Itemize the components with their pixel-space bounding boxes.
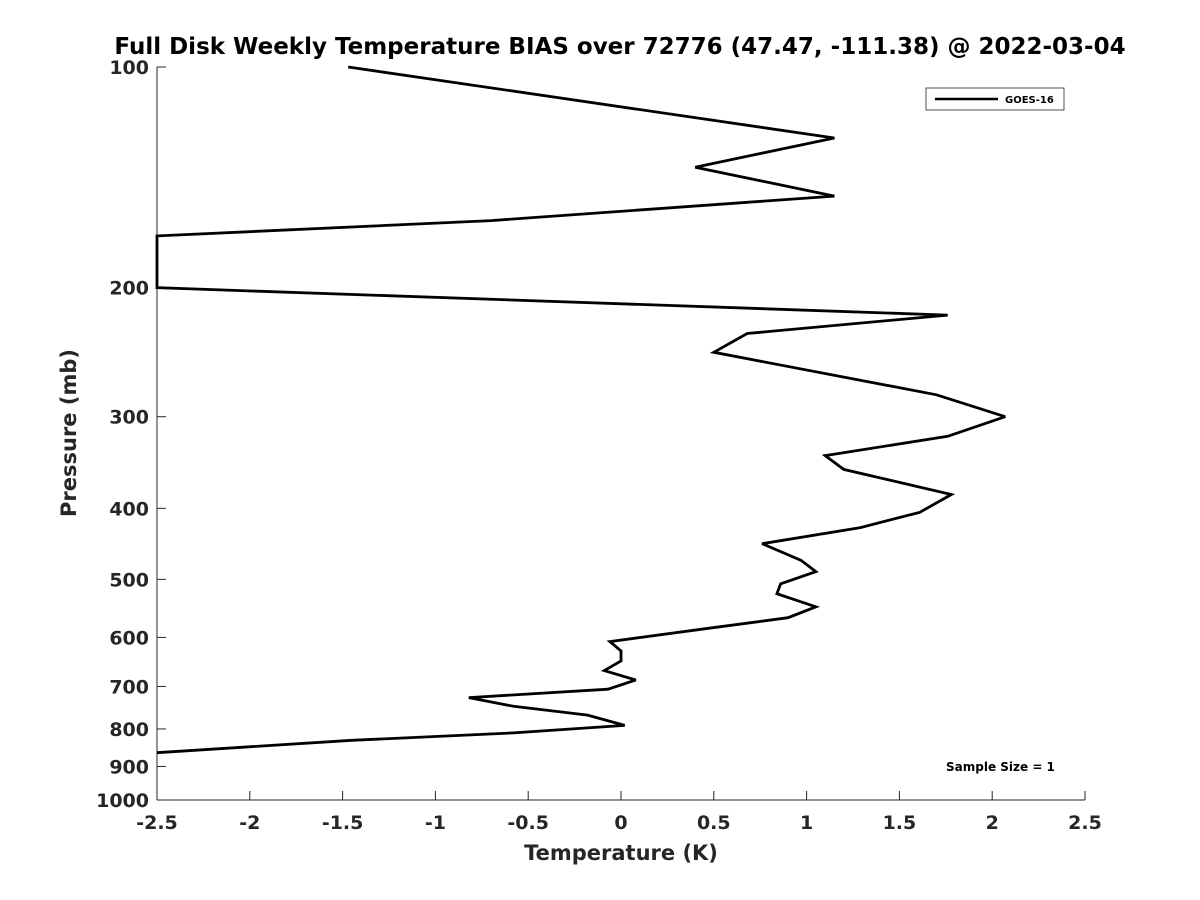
x-tick-label-1: 1 (800, 812, 813, 834)
x-axis-ticks: -2.5 -2 -1.5 -1 -0.5 0 0.5 1 1.5 2 2.5 (136, 791, 1102, 834)
y-tick-label-500: 500 (109, 569, 149, 591)
y-tick-label-900: 900 (109, 756, 149, 778)
y-tick-label-300: 300 (109, 407, 149, 429)
y-tick-label-700: 700 (109, 676, 149, 698)
x-axis-label: Temperature (K) (524, 841, 718, 865)
x-tick-label-neg2p5: -2.5 (136, 812, 178, 834)
y-tick-label-400: 400 (109, 498, 149, 520)
y-axis-label: Pressure (mb) (57, 349, 81, 517)
legend: GOES-16 (925, 87, 1065, 111)
axes-background (157, 67, 1085, 800)
x-tick-label-1p5: 1.5 (883, 812, 917, 834)
chart-title: Full Disk Weekly Temperature BIAS over 7… (114, 34, 1125, 60)
x-tick-label-neg1p5: -1.5 (322, 812, 364, 834)
y-tick-label-800: 800 (109, 719, 149, 741)
plot-area (156, 67, 1085, 801)
sample-size-annotation: Sample Size = 1 (946, 760, 1055, 774)
y-tick-label-200: 200 (109, 278, 149, 300)
x-tick-label-neg2: -2 (239, 812, 260, 834)
x-tick-label-0p5: 0.5 (697, 812, 731, 834)
series-layer (155, 65, 1006, 755)
series-line-goes-16 (155, 65, 1006, 755)
y-axis-ticks: 100 200 300 400 500 600 700 800 900 1000 (96, 57, 166, 812)
x-tick-label-2: 2 (986, 812, 999, 834)
legend-label-goes-16: GOES-16 (1005, 95, 1054, 106)
x-tick-label-2p5: 2.5 (1068, 812, 1102, 834)
x-tick-label-neg0p5: -0.5 (507, 812, 549, 834)
x-tick-label-0: 0 (614, 812, 627, 834)
y-tick-label-100: 100 (109, 57, 149, 79)
y-tick-label-600: 600 (109, 627, 149, 649)
x-tick-label-neg1: -1 (425, 812, 446, 834)
y-tick-label-1000: 1000 (96, 790, 149, 812)
